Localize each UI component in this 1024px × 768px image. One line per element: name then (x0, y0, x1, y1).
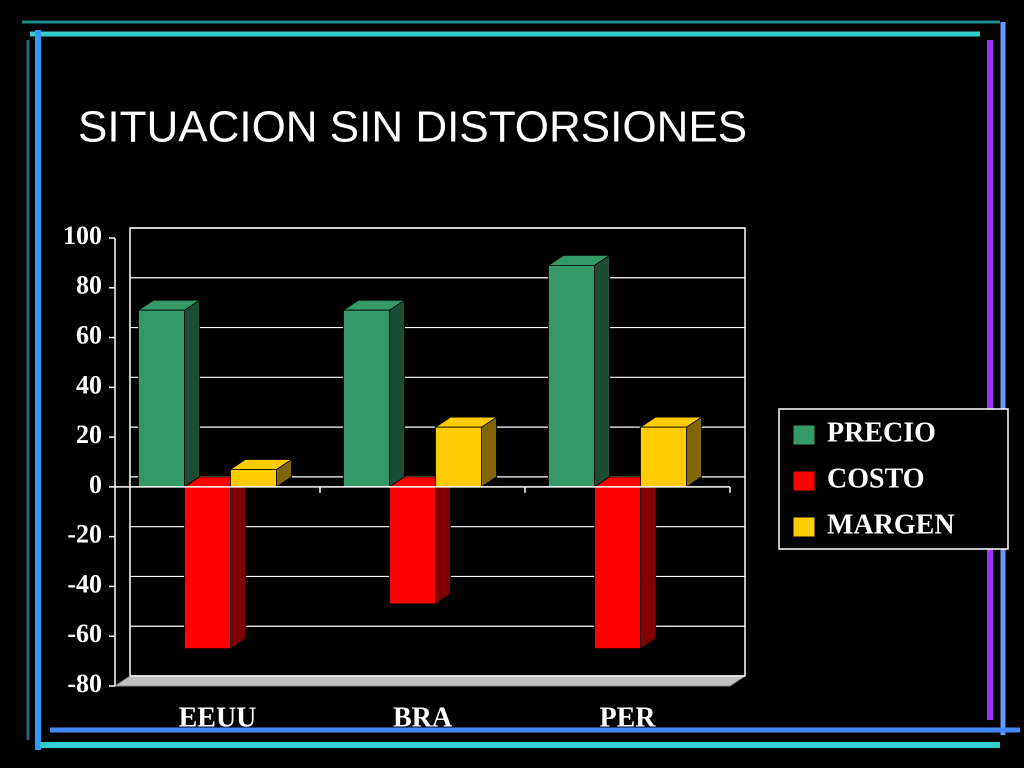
bar (184, 486, 231, 650)
legend-swatch (792, 516, 816, 538)
bar (138, 309, 185, 488)
y-tick-label: -40 (67, 569, 102, 598)
y-tick-label: -80 (67, 669, 102, 698)
x-tick-label: PER (600, 702, 657, 733)
legend-label: PRECIO (827, 417, 936, 448)
y-tick-label: -60 (67, 619, 102, 648)
bar-side (686, 416, 702, 488)
x-tick-label: EEUU (179, 702, 257, 733)
y-tick-label: 40 (76, 370, 102, 399)
bar-side (481, 416, 497, 488)
legend-label: MARGEN (827, 509, 955, 540)
y-tick-label: 60 (76, 321, 102, 350)
legend-swatch (792, 470, 816, 492)
bar-side (640, 476, 656, 650)
legend-swatch (792, 424, 816, 446)
y-tick-label: -20 (67, 520, 102, 549)
y-tick-label: 80 (76, 271, 102, 300)
bar (435, 426, 482, 488)
bar-side (594, 254, 610, 488)
x-tick-label: BRA (393, 702, 453, 733)
y-tick-label: 0 (89, 470, 102, 499)
bar-side (230, 476, 246, 650)
bar (343, 309, 390, 488)
bar (640, 426, 687, 488)
chart-title: SITUACION SIN DISTORSIONES (78, 103, 747, 152)
bar-side (389, 299, 405, 488)
y-tick-label: 100 (63, 221, 102, 250)
bar (230, 469, 277, 488)
bar-side (184, 299, 200, 488)
bar (548, 264, 595, 488)
bar-side (435, 476, 451, 605)
bar (594, 486, 641, 650)
bar (389, 486, 436, 605)
legend-label: COSTO (827, 463, 925, 494)
legend-box (778, 408, 1009, 550)
y-tick-label: 20 (76, 420, 102, 449)
plot-floor (113, 675, 747, 687)
